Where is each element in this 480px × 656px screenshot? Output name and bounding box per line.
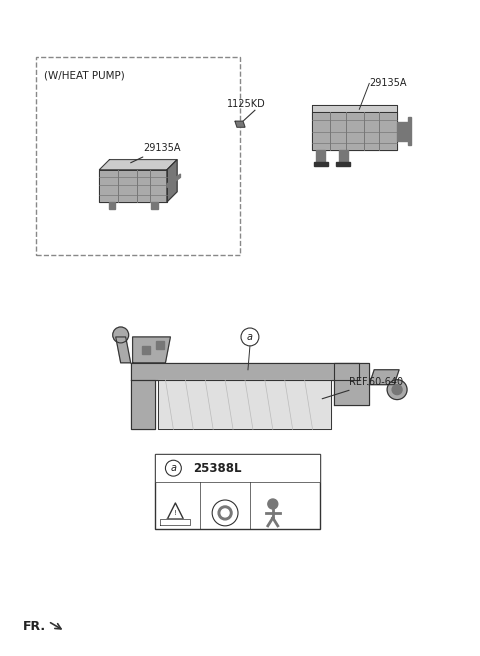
Text: a: a	[170, 463, 176, 473]
Polygon shape	[313, 163, 328, 166]
Polygon shape	[116, 337, 131, 363]
Text: FR.: FR.	[23, 620, 47, 633]
Polygon shape	[99, 159, 177, 170]
Polygon shape	[312, 112, 397, 150]
Polygon shape	[335, 363, 369, 405]
Circle shape	[392, 384, 402, 395]
Text: 1125KD: 1125KD	[227, 99, 266, 110]
Polygon shape	[339, 150, 348, 164]
Polygon shape	[151, 202, 157, 209]
Polygon shape	[397, 122, 408, 140]
Polygon shape	[167, 174, 180, 188]
Polygon shape	[160, 519, 190, 525]
Bar	[156, 454, 320, 482]
Circle shape	[387, 380, 407, 400]
Circle shape	[241, 328, 259, 346]
Bar	[156, 454, 320, 529]
Polygon shape	[235, 121, 245, 127]
Circle shape	[166, 461, 181, 476]
Polygon shape	[167, 159, 177, 202]
Circle shape	[268, 499, 278, 509]
Polygon shape	[108, 202, 115, 209]
Text: 29135A: 29135A	[131, 143, 180, 163]
Polygon shape	[131, 380, 156, 430]
Polygon shape	[336, 163, 350, 166]
Polygon shape	[156, 341, 165, 349]
Circle shape	[212, 500, 238, 526]
Polygon shape	[316, 150, 325, 164]
Circle shape	[218, 506, 232, 520]
Polygon shape	[408, 117, 411, 146]
Polygon shape	[142, 346, 150, 354]
Text: (W/HEAT PUMP): (W/HEAT PUMP)	[44, 70, 125, 81]
Text: !: !	[174, 510, 177, 516]
Text: a: a	[247, 332, 253, 342]
Circle shape	[113, 327, 129, 343]
Text: 25388L: 25388L	[193, 462, 242, 475]
Circle shape	[221, 509, 229, 517]
Polygon shape	[312, 105, 397, 112]
Polygon shape	[99, 170, 167, 202]
Text: REF.60-640: REF.60-640	[322, 377, 404, 399]
Polygon shape	[132, 337, 170, 363]
Polygon shape	[131, 363, 360, 380]
Polygon shape	[158, 380, 332, 430]
Polygon shape	[369, 370, 399, 384]
Text: 29135A: 29135A	[369, 79, 407, 89]
